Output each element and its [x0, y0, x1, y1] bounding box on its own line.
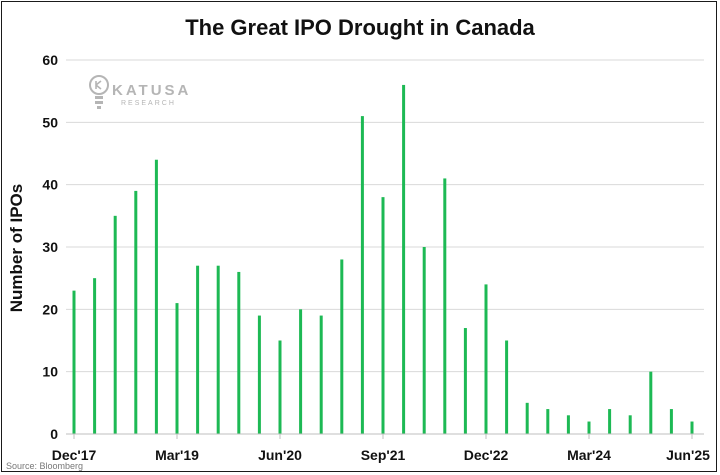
bar-Sep'24 — [628, 415, 632, 434]
gridlines — [66, 59, 704, 373]
bar-Mar'18 — [93, 278, 97, 434]
bar-Sep'23 — [546, 409, 550, 434]
bar-Jun'24 — [608, 409, 612, 434]
bar-Jun'20 — [278, 340, 282, 434]
bar-Sep'18 — [134, 190, 138, 434]
bar-Jun'25 — [690, 421, 694, 434]
bar-Sep'22 — [463, 328, 467, 434]
bar-Dec'22 — [484, 284, 488, 434]
y-tick-label: 50 — [42, 114, 58, 130]
lightbulb-icon — [89, 75, 109, 109]
x-tick-labels: Dec'17 Mar'19 Jun'20 Sep'21 Dec'22 Mar'24 Jun'… — [52, 434, 710, 463]
x-tick-label: Dec'17 — [52, 447, 97, 463]
y-tick-label: 30 — [42, 239, 58, 255]
x-tick-label: Mar'19 — [155, 447, 199, 463]
logo-name: KATUSA — [112, 82, 192, 99]
bar-Dec'18 — [154, 159, 158, 434]
bar-Jun'18 — [113, 215, 117, 434]
bar-Dec'17 — [72, 290, 76, 434]
chart-title: The Great IPO Drought in Canada — [185, 15, 535, 40]
bar-Mar'19 — [175, 303, 179, 434]
bar-Sep'19 — [216, 265, 220, 434]
x-tick-label: Jun'25 — [666, 447, 710, 463]
bar-Dec'21 — [402, 84, 406, 434]
bars — [72, 84, 694, 434]
bar-Mar'24 — [587, 421, 591, 434]
bar-Mar'22 — [422, 247, 426, 434]
katusa-logo: KATUSA RESEARCH — [88, 72, 198, 114]
bar-Dec'23 — [566, 415, 570, 434]
y-tick-label: 60 — [42, 52, 58, 68]
y-tick-label: 20 — [42, 301, 58, 317]
bar-Jun'23 — [525, 402, 529, 434]
y-tick-labels: 0 10 20 30 40 50 60 — [42, 52, 58, 442]
x-tick-label: Sep'21 — [361, 447, 406, 463]
y-tick-label: 10 — [42, 364, 58, 380]
bar-Jun'22 — [443, 178, 447, 434]
bar-Mar'25 — [669, 409, 673, 434]
bar-Dec'24 — [649, 371, 653, 434]
y-tick-label: 0 — [50, 426, 58, 442]
bar-Jun'21 — [360, 116, 364, 434]
source-note: Source: Bloomberg — [6, 461, 84, 471]
y-tick-label: 40 — [42, 177, 58, 193]
bar-Mar'20 — [257, 315, 261, 434]
bar-Mar'23 — [505, 340, 509, 434]
bar-Mar'21 — [340, 259, 344, 434]
bar-Dec'19 — [237, 271, 241, 434]
logo-subtitle: RESEARCH — [121, 100, 176, 107]
bar-Sep'20 — [299, 309, 303, 434]
x-tick-label: Dec'22 — [464, 447, 509, 463]
bar-Sep'21 — [381, 197, 385, 434]
x-tick-label: Jun'20 — [258, 447, 302, 463]
bar-Dec'20 — [319, 315, 323, 434]
bar-Jun'19 — [196, 265, 200, 434]
x-tick-label: Mar'24 — [567, 447, 611, 463]
